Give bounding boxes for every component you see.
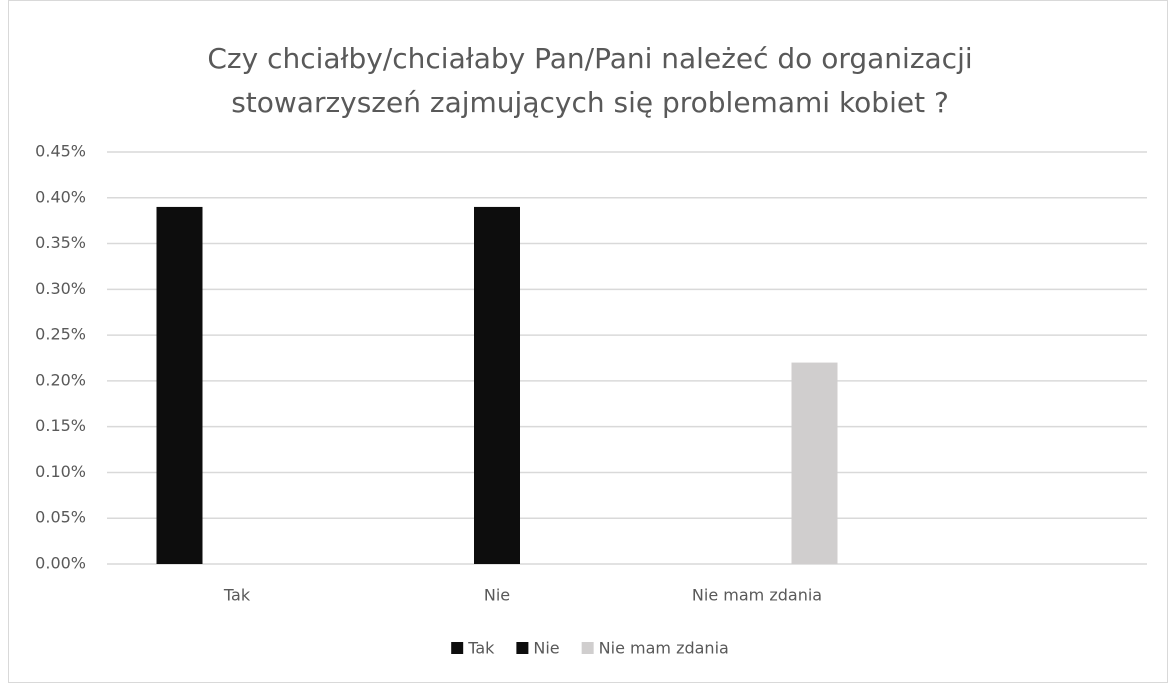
x-tick-label: Nie xyxy=(484,586,510,605)
bar xyxy=(791,362,838,564)
y-tick-label: 0.20% xyxy=(35,370,86,389)
bar xyxy=(156,206,203,564)
x-tick-label: Tak xyxy=(223,586,251,605)
legend-label: Nie mam zdania xyxy=(599,639,729,658)
y-tick-label: 0.25% xyxy=(35,325,86,344)
legend-label: Nie xyxy=(533,639,559,658)
y-tick-label: 0.45% xyxy=(35,142,86,161)
y-tick-label: 0.15% xyxy=(35,416,86,435)
legend-label: Tak xyxy=(467,639,495,658)
legend: Tak Nie Nie mam zdania xyxy=(451,639,729,658)
legend-swatch xyxy=(451,642,464,654)
bar xyxy=(474,206,520,564)
y-tick-label: 0.35% xyxy=(35,233,86,252)
legend-swatch xyxy=(516,642,529,654)
y-tick-label: 0.10% xyxy=(35,462,86,481)
y-tick-label: 0.30% xyxy=(35,279,86,298)
y-tick-label: 0.05% xyxy=(35,508,86,527)
x-tick-label: Nie mam zdania xyxy=(692,586,822,605)
legend-swatch xyxy=(581,642,594,654)
chart-title: Czy chciałby/chciałaby Pan/Pani należeć … xyxy=(207,42,972,119)
y-tick-label: 0.40% xyxy=(35,187,86,206)
y-tick-label: 0.00% xyxy=(35,554,86,573)
